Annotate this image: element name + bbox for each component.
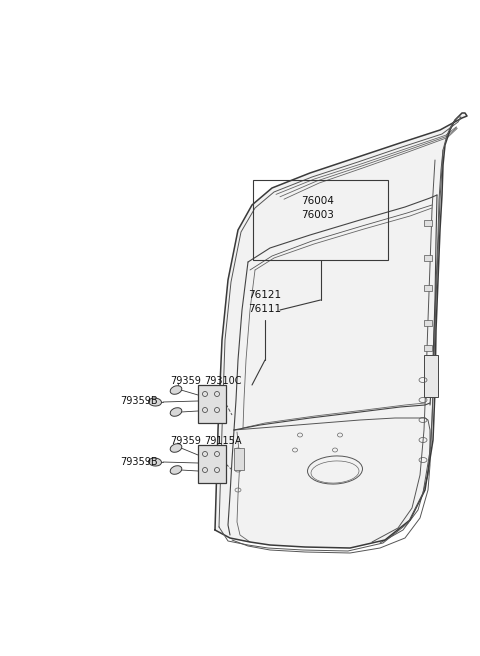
Text: 76111: 76111 [248,304,281,314]
Ellipse shape [170,408,182,417]
Text: 79310C: 79310C [204,376,241,386]
Text: 79359B: 79359B [120,396,157,406]
Ellipse shape [148,458,161,466]
Text: 76003: 76003 [301,210,335,220]
Text: 76121: 76121 [248,290,281,300]
Bar [424,220,432,226]
Text: 76004: 76004 [301,196,335,206]
Bar [198,445,226,483]
Bar [424,355,438,397]
Text: 79115A: 79115A [204,436,241,446]
Bar [253,180,388,260]
Ellipse shape [170,443,182,452]
Polygon shape [215,113,467,548]
Ellipse shape [170,386,182,394]
Bar [234,448,244,470]
Text: 79359: 79359 [170,436,201,446]
Bar [424,285,432,291]
Ellipse shape [148,398,161,406]
Text: 79359: 79359 [170,376,201,386]
Bar [424,255,432,261]
Bar [424,345,432,351]
Ellipse shape [170,466,182,474]
Bar [198,385,226,423]
Bar [424,320,432,326]
Text: 79359B: 79359B [120,457,157,467]
